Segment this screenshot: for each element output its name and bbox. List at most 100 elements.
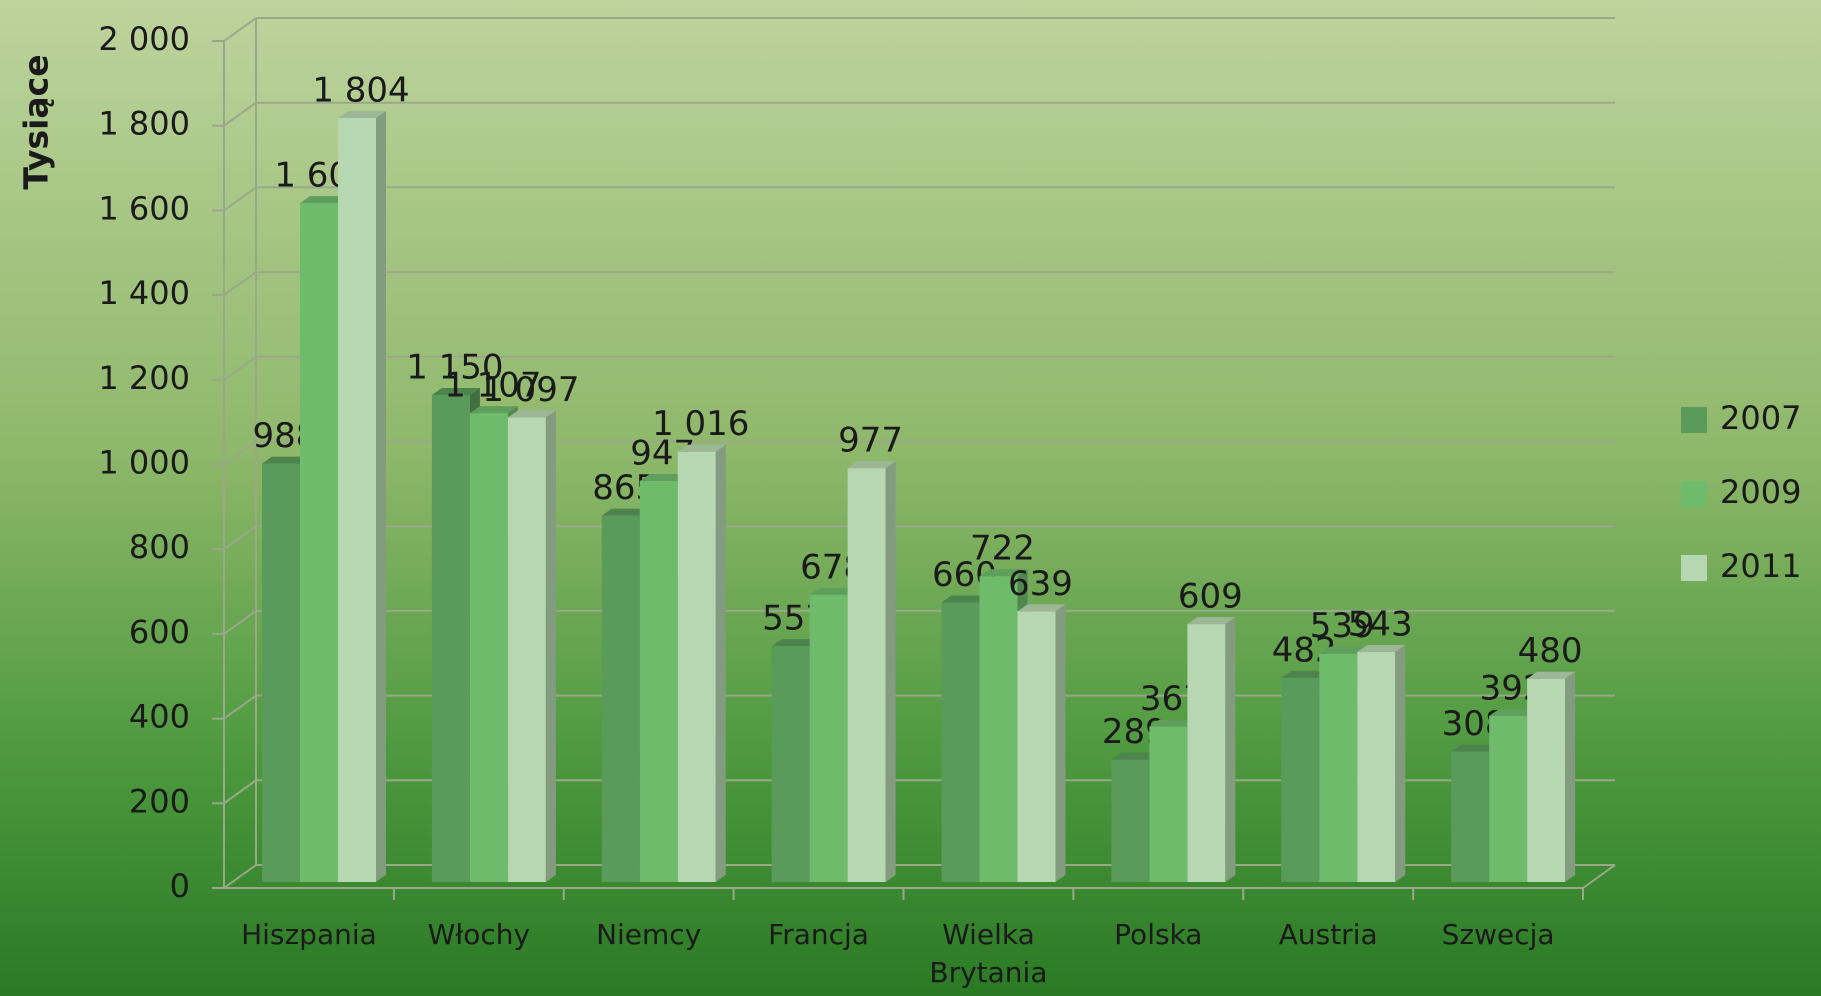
legend-swatch [1681, 555, 1707, 581]
bar-front [677, 451, 716, 882]
grid-line [223, 355, 257, 381]
bar-front [639, 480, 678, 882]
bar-front [1319, 653, 1358, 882]
bar-front [979, 576, 1018, 882]
grid-line [223, 17, 257, 42]
bar-top [809, 587, 858, 595]
data-label: 977 [838, 421, 903, 461]
bar-top [979, 569, 1028, 577]
bar [338, 111, 386, 883]
bar-side [885, 461, 896, 882]
bar [1527, 671, 1576, 882]
bar-top [677, 444, 726, 452]
bar-top [469, 406, 518, 414]
bar-front [1451, 751, 1490, 882]
grid-line [223, 864, 257, 889]
data-label: 1 804 [312, 71, 409, 111]
bar-front [1281, 677, 1320, 882]
bar-top [507, 410, 556, 418]
grid-line [223, 271, 257, 296]
x-tick-label: Austria [1278, 918, 1378, 951]
bar-front [1357, 652, 1396, 882]
bar-top [601, 508, 650, 516]
bar [847, 461, 896, 882]
bar-top [639, 473, 688, 481]
bar-front [300, 203, 338, 882]
y-tick-label: 2 000 [98, 20, 190, 58]
bar [507, 410, 556, 882]
bar-front [601, 515, 640, 882]
legend-label: 2011 [1720, 547, 1801, 585]
y-tick-label: 1 200 [98, 359, 190, 397]
bar-side [1055, 604, 1066, 882]
data-label: 1 107 [444, 366, 541, 406]
bar-top [300, 196, 348, 204]
x-tick-label: Polska [1114, 918, 1203, 951]
bar-front [941, 602, 980, 882]
data-label: 1 150 [406, 347, 503, 387]
bar-top [1527, 671, 1576, 679]
data-label: 639 [1008, 564, 1073, 604]
bar-top [1111, 752, 1160, 760]
y-axis-title: Tysiące [17, 54, 56, 189]
y-tick-label: 200 [129, 782, 190, 820]
data-label: 722 [970, 529, 1035, 569]
y-tick-label: 1 600 [98, 189, 190, 227]
bar-top [1489, 708, 1538, 716]
y-tick-label: 0 [170, 867, 190, 905]
bar-front [847, 468, 886, 882]
bar-top [1451, 744, 1500, 752]
bar-front [469, 413, 508, 882]
bar-top [1357, 645, 1406, 653]
y-tick-label: 1 000 [98, 444, 190, 482]
x-tick-label: Wielka Brytania [929, 918, 1048, 989]
bar-top [338, 111, 386, 119]
grid-line [223, 694, 257, 720]
bar-top [1281, 670, 1330, 678]
bar-side [715, 444, 726, 882]
bar-front [507, 417, 546, 882]
bar-front [1187, 624, 1226, 882]
bar-top [262, 456, 310, 464]
legend-swatch [1681, 407, 1707, 433]
bar [677, 444, 726, 882]
bar-front [338, 118, 376, 883]
bar-top [941, 595, 990, 603]
grid-line [223, 525, 257, 551]
bar-side [1565, 671, 1576, 882]
axis-line [1582, 864, 1616, 889]
legend-swatch [1681, 481, 1707, 507]
y-tick-label: 1 400 [98, 274, 190, 312]
y-tick-label: 1 800 [98, 105, 190, 143]
y-tick-label: 600 [129, 613, 190, 651]
data-label: 1 097 [482, 370, 579, 410]
bar [1357, 645, 1406, 882]
bar-top [1017, 604, 1066, 612]
bar-top [847, 461, 896, 469]
bar-front [1111, 759, 1150, 882]
bar [1017, 604, 1066, 882]
bar [1187, 617, 1236, 882]
bar-front [1489, 715, 1528, 882]
bar-top [771, 639, 820, 647]
data-label: 609 [1178, 577, 1243, 617]
x-tick-label: Francja [768, 918, 869, 951]
legend-label: 2009 [1720, 473, 1801, 511]
bar-front [1149, 726, 1188, 882]
bar-front [262, 463, 300, 882]
x-tick-label: Hiszpania [241, 918, 377, 951]
grid-line [223, 440, 257, 466]
data-label: 1 016 [652, 404, 749, 444]
bar-side [376, 111, 386, 883]
bar-front [809, 594, 848, 882]
legend-label: 2007 [1720, 399, 1801, 437]
bar-side [1395, 645, 1406, 882]
bar-front [1527, 678, 1566, 882]
x-tick-label: Szwecja [1441, 918, 1555, 951]
data-label: 539 [1310, 606, 1375, 646]
bar-top [431, 387, 480, 395]
data-label: 480 [1518, 631, 1583, 671]
data-label: 543 [1348, 605, 1413, 645]
